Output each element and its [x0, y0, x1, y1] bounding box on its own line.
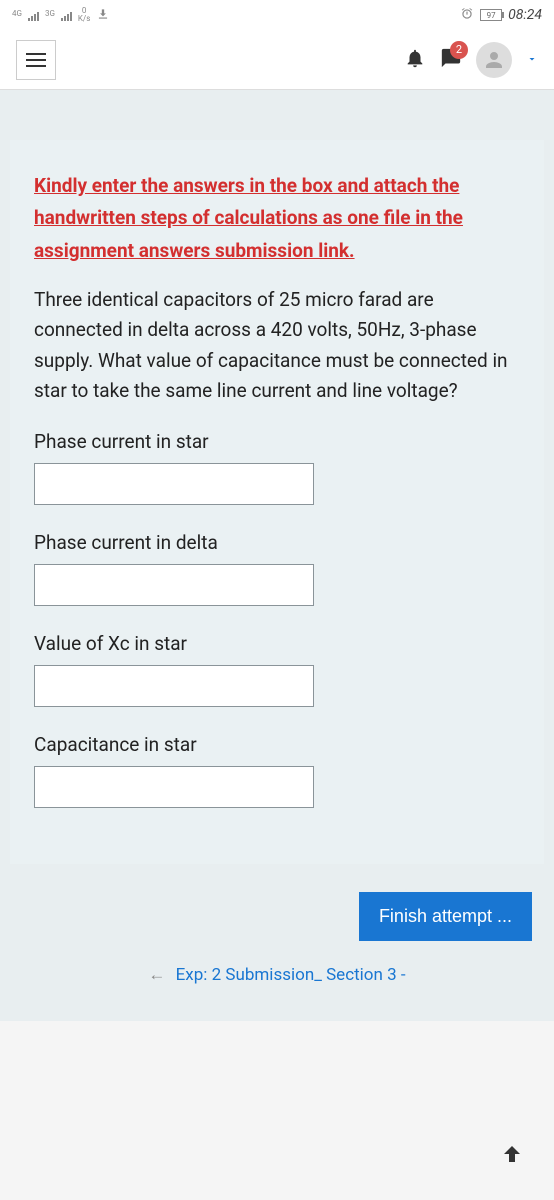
field-phase-current-delta: Phase current in delta	[34, 531, 520, 606]
field-label: Value of Xc in star	[34, 632, 520, 655]
arrow-left-icon: ←	[148, 965, 165, 985]
status-left: 4G 3G 0 K/s	[12, 7, 110, 24]
menu-button[interactable]	[16, 40, 56, 80]
alarm-icon	[460, 7, 474, 24]
network-3g-label: 3G	[45, 9, 55, 18]
phase-current-star-input[interactable]	[34, 463, 314, 505]
finish-row: Finish attempt ...	[10, 864, 544, 949]
xc-star-input[interactable]	[34, 665, 314, 707]
bell-icon[interactable]	[404, 47, 426, 73]
status-right: 97 08:24	[460, 7, 542, 24]
question-card: Kindly enter the answers in the box and …	[10, 140, 544, 864]
finish-attempt-button[interactable]: Finish attempt ...	[359, 892, 532, 941]
instruction-text: Kindly enter the answers in the box and …	[34, 170, 520, 267]
avatar[interactable]	[476, 42, 512, 78]
field-capacitance-star: Capacitance in star	[34, 733, 520, 808]
clock-time: 08:24	[508, 7, 542, 23]
page-body: Kindly enter the answers in the box and …	[0, 90, 554, 1021]
signal-icon-1	[28, 9, 39, 21]
network-4g-label: 4G	[12, 9, 22, 18]
chat-icon[interactable]: 2	[440, 47, 462, 73]
prev-link-label: Exp: 2 Submission_ Section 3 -	[176, 965, 406, 985]
data-rate: 0 K/s	[78, 7, 90, 23]
question-text: Three identical capacitors of 25 micro f…	[34, 285, 520, 407]
prev-navigation[interactable]: ← Exp: 2 Submission_ Section 3 -	[10, 949, 544, 1001]
notification-badge: 2	[450, 41, 468, 59]
scroll-top-button[interactable]	[500, 1142, 534, 1176]
dropdown-caret-icon[interactable]	[526, 50, 538, 69]
field-label: Capacitance in star	[34, 733, 520, 756]
app-header: 2	[0, 30, 554, 90]
signal-icon-2	[61, 9, 72, 21]
field-xc-star: Value of Xc in star	[34, 632, 520, 707]
status-bar: 4G 3G 0 K/s 97 08:24	[0, 0, 554, 30]
field-label: Phase current in delta	[34, 531, 520, 554]
capacitance-star-input[interactable]	[34, 766, 314, 808]
field-label: Phase current in star	[34, 430, 520, 453]
download-icon	[96, 7, 110, 24]
header-actions: 2	[404, 42, 538, 78]
battery-indicator: 97	[480, 9, 502, 21]
field-phase-current-star: Phase current in star	[34, 430, 520, 505]
phase-current-delta-input[interactable]	[34, 564, 314, 606]
